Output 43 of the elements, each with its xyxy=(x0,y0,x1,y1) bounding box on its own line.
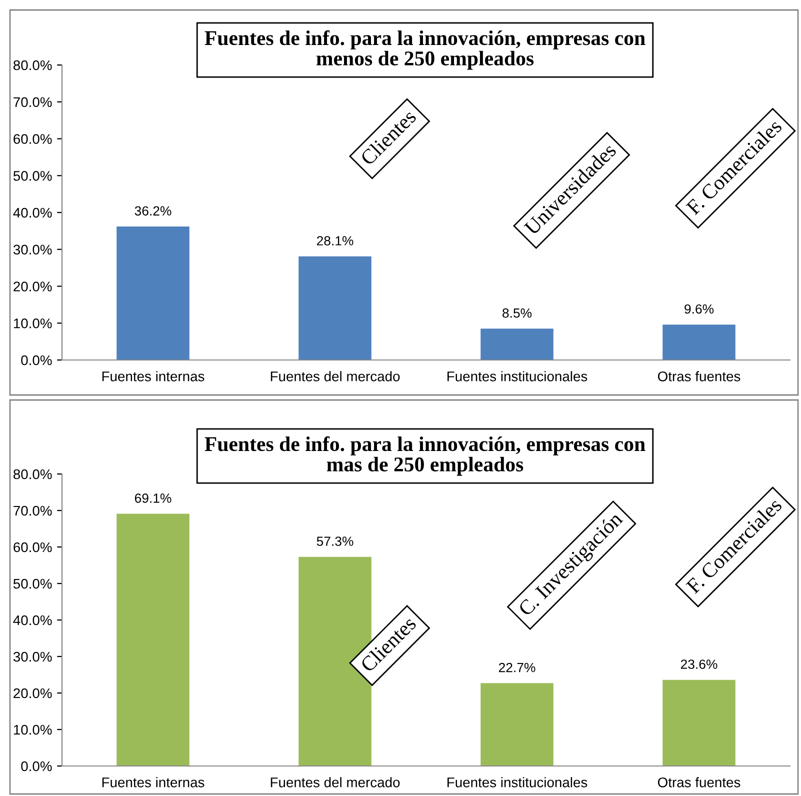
y-tick-label: 60.0% xyxy=(14,134,52,144)
y-tick-label: 80.0% xyxy=(14,60,52,70)
data-label: 22.7% xyxy=(498,662,536,672)
y-tick-label: 50.0% xyxy=(13,578,52,589)
x-tick-label: Otras fuentes xyxy=(658,777,740,788)
y-tick-label: 0.0% xyxy=(21,761,52,772)
bar xyxy=(298,256,372,360)
data-label: 28.1% xyxy=(316,236,354,246)
y-tick-label: 30.0% xyxy=(13,652,52,662)
x-tick-label: Fuentes del mercado xyxy=(270,777,400,788)
bar xyxy=(662,680,736,766)
y-tick-label: 10.0% xyxy=(14,724,52,735)
data-label: 23.6% xyxy=(680,660,718,669)
y-tick-label: 20.0% xyxy=(14,688,52,698)
y-tick-label: 0.0% xyxy=(21,355,52,366)
bar xyxy=(116,514,190,766)
data-label: 69.1% xyxy=(134,494,172,503)
y-tick-label: 10.0% xyxy=(14,318,52,328)
y-tick-label: 40.0% xyxy=(13,615,52,626)
bar xyxy=(662,324,736,360)
data-label: 8.5% xyxy=(502,308,532,318)
y-tick-label: 60.0% xyxy=(14,542,52,552)
x-tick-label: Fuentes del mercado xyxy=(270,371,400,382)
y-tick-label: 80.0% xyxy=(14,469,52,480)
data-label: 36.2% xyxy=(134,206,172,216)
x-tick-label: Fuentes institucionales xyxy=(448,777,588,788)
y-tick-label: 70.0% xyxy=(14,97,52,108)
y-tick-label: 50.0% xyxy=(13,170,52,181)
x-tick-label: Fuentes internas xyxy=(102,371,204,382)
x-tick-label: Fuentes institucionales xyxy=(448,371,588,382)
data-label: 57.3% xyxy=(316,536,354,546)
y-tick-label: 70.0% xyxy=(14,506,52,516)
chart-title: Fuentes de info. para la innovación, empresas con menos de 250 empleados xyxy=(204,30,646,70)
y-tick-label: 20.0% xyxy=(14,282,52,292)
y-tick-label: 30.0% xyxy=(13,244,52,255)
bar xyxy=(480,328,554,360)
x-tick-label: Fuentes internas xyxy=(102,777,204,788)
bar xyxy=(480,683,554,766)
chart-title: Fuentes de info. para la innovación, empresas con mas de 250 empleados xyxy=(204,436,646,476)
x-tick-label: Otras fuentes xyxy=(658,371,740,382)
data-label: 9.6% xyxy=(684,304,714,314)
y-tick-label: 40.0% xyxy=(13,208,52,218)
bar xyxy=(116,226,190,360)
